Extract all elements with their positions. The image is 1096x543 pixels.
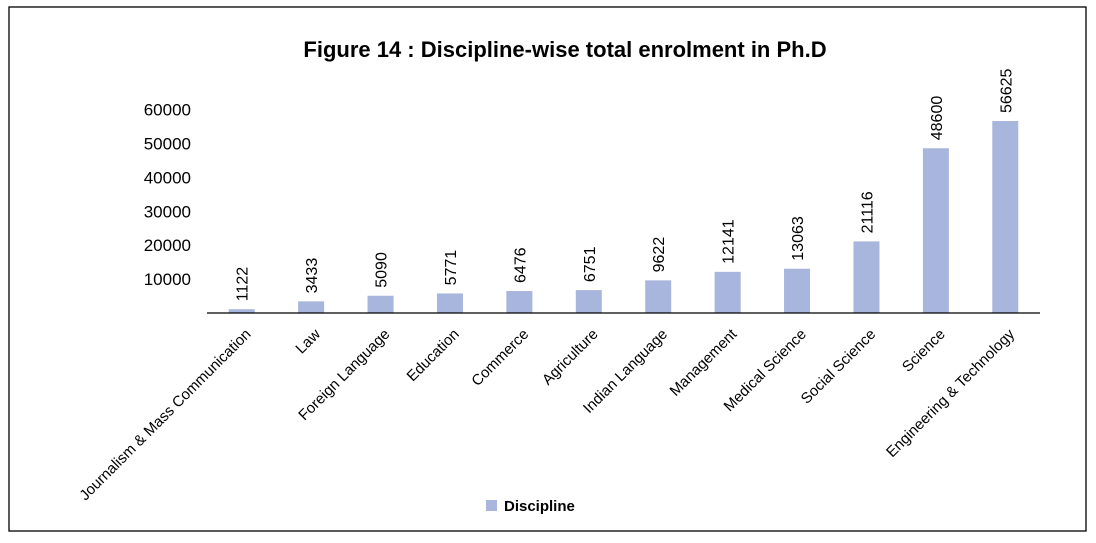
data-label-journalism-and-mass-communication: 1122 <box>235 267 252 302</box>
data-label-engineering-and-technology: 56625 <box>998 68 1015 113</box>
legend-swatch <box>486 500 497 511</box>
bar-science <box>922 148 949 313</box>
bar-journalism-and-mass-communication <box>228 309 255 313</box>
bar-engineering-and-technology <box>992 121 1019 313</box>
data-label-education: 5771 <box>443 250 460 286</box>
bar-law <box>298 301 325 313</box>
bar-social-science <box>853 241 880 313</box>
bar-commerce <box>506 291 533 313</box>
data-label-commerce: 6476 <box>512 247 529 283</box>
y-tick-label: 10000 <box>144 270 191 289</box>
data-label-medical-science: 13063 <box>790 216 807 261</box>
chart-border <box>8 6 1087 532</box>
data-label-law: 3433 <box>304 258 321 294</box>
bar-indian-language <box>645 280 672 313</box>
data-label-management: 12141 <box>721 219 738 264</box>
data-label-foreign-language: 5090 <box>374 252 391 288</box>
legend: Discipline <box>486 498 575 515</box>
bar-education <box>436 293 463 313</box>
data-label-science: 48600 <box>929 96 946 141</box>
bar-medical-science <box>784 268 811 313</box>
y-tick-label: 40000 <box>144 168 191 187</box>
y-tick-label: 20000 <box>144 236 191 255</box>
data-labels: 1122 3433 5090 5771 6476 6751 9622 12141 13063 21… <box>235 68 1016 301</box>
y-tick-label: 60000 <box>144 101 191 120</box>
legend-label-discipline: Discipline <box>504 498 575 515</box>
y-axis: 10000 20000 30000 40000 50000 60000 <box>144 101 191 290</box>
y-tick-label: 50000 <box>144 135 191 154</box>
bar-foreign-language <box>367 295 394 313</box>
data-label-social-science: 21116 <box>859 191 876 233</box>
bar-series <box>228 121 1019 313</box>
y-tick-label: 30000 <box>144 202 191 221</box>
bar-agriculture <box>575 290 602 313</box>
data-label-agriculture: 6751 <box>582 246 599 282</box>
bar-management <box>714 271 741 313</box>
data-label-indian-language: 9622 <box>651 237 668 273</box>
chart-title: Figure 14 : Discipline-wise total enrolm… <box>303 37 826 62</box>
